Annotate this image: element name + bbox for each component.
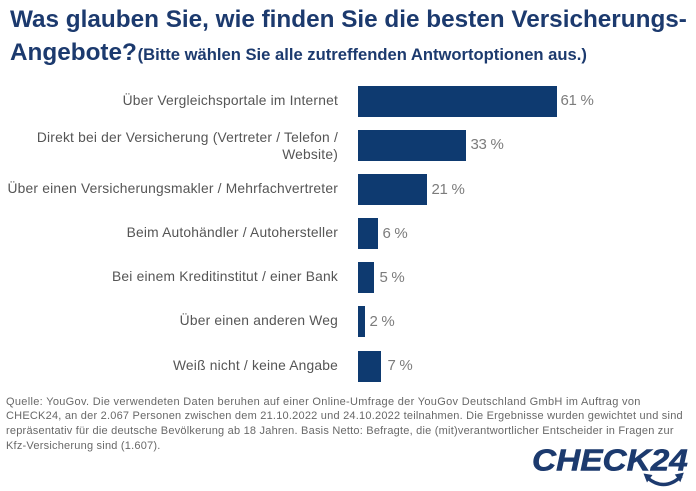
svg-text:CHECK24: CHECK24 (532, 444, 688, 477)
